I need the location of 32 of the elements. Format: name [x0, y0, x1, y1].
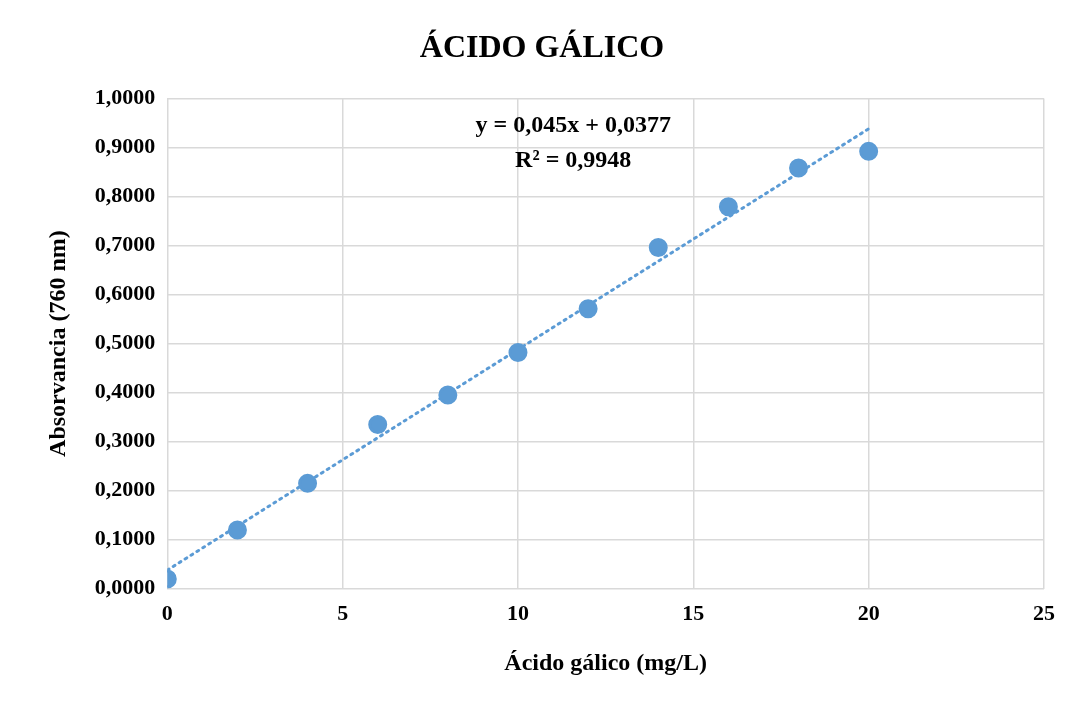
- x-tick-label: 15: [682, 599, 705, 625]
- point: [789, 158, 809, 178]
- x-tick-label: 5: [337, 599, 349, 625]
- y-tick-label: 0,2000: [94, 476, 156, 502]
- y-tick-label: 0,1000: [94, 525, 156, 551]
- y-tick-label: 0,6000: [94, 280, 156, 306]
- annotation: R² = 0,9948: [515, 145, 632, 172]
- y-tick-label: 0,0000: [94, 574, 156, 600]
- point: [578, 299, 598, 319]
- y-axis-title: Absorvancia (760 nm): [43, 230, 70, 457]
- x-tick-label: 0: [161, 599, 173, 625]
- chart-title: ÁCIDO GÁLICO: [419, 28, 665, 65]
- point: [227, 520, 247, 540]
- y-tick-label: 0,7000: [94, 231, 156, 257]
- x-tick-label: 20: [857, 599, 880, 625]
- point: [859, 141, 879, 161]
- point: [648, 237, 668, 257]
- point: [438, 385, 458, 405]
- point: [508, 342, 528, 362]
- point: [298, 473, 318, 493]
- y-tick-label: 0,8000: [94, 182, 156, 208]
- y-tick-label: 0,3000: [94, 427, 156, 453]
- x-tick-label: 25: [1033, 599, 1055, 625]
- point: [368, 415, 388, 435]
- y-tick-label: 0,4000: [94, 378, 156, 404]
- x-tick-label: 10: [506, 599, 529, 625]
- x-axis-title: Ácido gálico (mg/L): [504, 648, 707, 675]
- y-tick-label: 0,5000: [94, 329, 156, 355]
- annotation: y = 0,045x + 0,0377: [475, 110, 671, 137]
- point: [718, 197, 738, 217]
- y-tick-label: 0,9000: [94, 133, 156, 159]
- y-tick-label: 1,0000: [94, 84, 156, 110]
